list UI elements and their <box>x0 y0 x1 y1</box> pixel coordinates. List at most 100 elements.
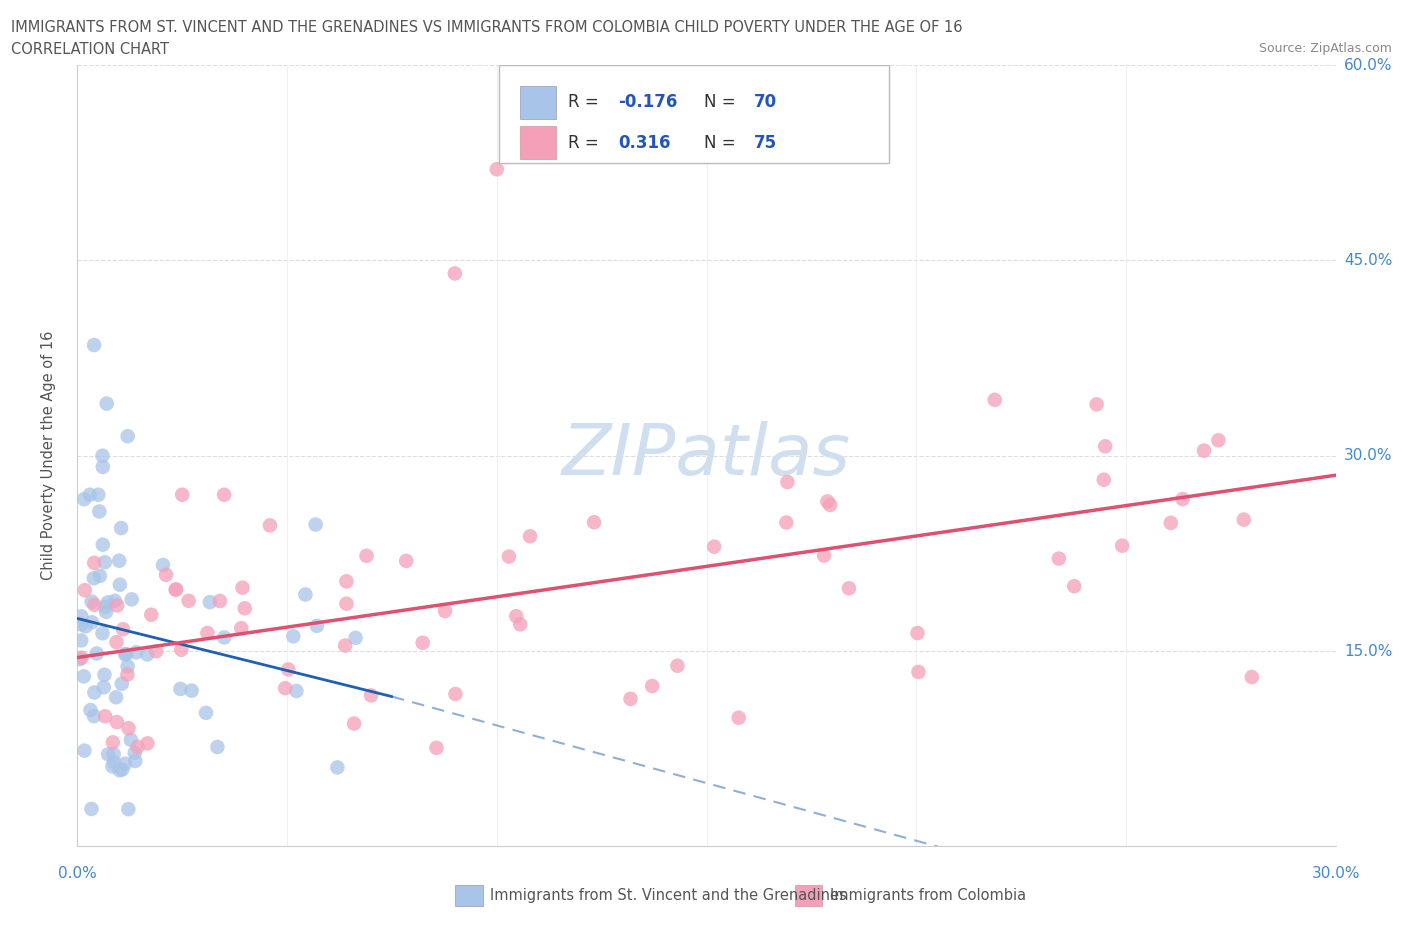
Point <box>70 650 93 665</box>
Point <box>103 755 125 770</box>
Point <box>360 688 382 703</box>
Point <box>356 549 378 564</box>
Point <box>121 591 143 606</box>
Text: N =: N = <box>704 93 741 112</box>
Point <box>444 686 467 701</box>
Point <box>285 684 308 698</box>
Point <box>96 396 118 411</box>
Point <box>815 494 838 509</box>
Point <box>294 587 316 602</box>
Point <box>343 716 366 731</box>
Point <box>83 571 105 586</box>
Point <box>326 760 349 775</box>
Point <box>120 733 142 748</box>
Point <box>838 581 860 596</box>
Point <box>775 515 797 530</box>
Point <box>83 555 105 570</box>
Point <box>86 646 108 661</box>
Point <box>1192 443 1215 458</box>
Text: 60.0%: 60.0% <box>1344 58 1392 73</box>
Point <box>111 676 134 691</box>
Point <box>583 515 606 530</box>
Point <box>87 487 110 502</box>
Point <box>93 680 115 695</box>
Point <box>80 615 103 630</box>
FancyBboxPatch shape <box>499 65 889 163</box>
Point <box>115 646 138 661</box>
Text: ZIPatlas: ZIPatlas <box>562 421 851 490</box>
Point <box>195 705 218 720</box>
FancyBboxPatch shape <box>520 86 555 119</box>
Point <box>125 644 148 659</box>
Point <box>165 582 187 597</box>
Text: 70: 70 <box>755 93 778 112</box>
Point <box>97 747 120 762</box>
Point <box>335 596 357 611</box>
Point <box>136 736 159 751</box>
Point <box>231 620 253 635</box>
Point <box>73 669 96 684</box>
Point <box>907 626 929 641</box>
Point <box>505 609 527 624</box>
Point <box>818 498 841 512</box>
Point <box>83 685 105 700</box>
Y-axis label: Child Poverty Under the Age of 16: Child Poverty Under the Age of 16 <box>42 331 56 580</box>
Point <box>70 633 93 648</box>
Point <box>170 643 193 658</box>
Text: IMMIGRANTS FROM ST. VINCENT AND THE GRENADINES VS IMMIGRANTS FROM COLOMBIA CHILD: IMMIGRANTS FROM ST. VINCENT AND THE GREN… <box>11 20 963 35</box>
Text: Immigrants from St. Vincent and the Grenadines: Immigrants from St. Vincent and the Gren… <box>491 888 846 903</box>
Text: 15.0%: 15.0% <box>1344 644 1392 658</box>
Point <box>83 597 105 612</box>
Point <box>73 583 96 598</box>
Point <box>434 604 457 618</box>
Point <box>70 609 93 624</box>
Point <box>79 487 101 502</box>
Point <box>105 598 128 613</box>
Text: 0.0%: 0.0% <box>58 866 97 881</box>
Point <box>93 668 115 683</box>
Point <box>1092 472 1115 487</box>
Text: R =: R = <box>568 134 605 152</box>
Point <box>75 618 97 633</box>
Point <box>212 487 235 502</box>
Point <box>233 601 256 616</box>
Point <box>907 665 929 680</box>
Point <box>108 553 131 568</box>
Point <box>335 574 357 589</box>
Point <box>91 459 114 474</box>
Point <box>304 517 326 532</box>
Point <box>703 539 725 554</box>
Point <box>172 487 194 502</box>
Point <box>141 607 163 622</box>
Point <box>155 567 177 582</box>
Text: CORRELATION CHART: CORRELATION CHART <box>11 42 169 57</box>
Point <box>111 622 134 637</box>
Point <box>498 549 520 564</box>
Point <box>412 635 434 650</box>
Point <box>1208 432 1230 447</box>
Point <box>344 631 367 645</box>
Point <box>1085 397 1108 412</box>
FancyBboxPatch shape <box>794 884 823 907</box>
Point <box>231 580 253 595</box>
Point <box>101 735 124 750</box>
Point <box>111 762 134 777</box>
Point <box>124 753 146 768</box>
Point <box>1094 439 1116 454</box>
Point <box>177 593 200 608</box>
Point <box>117 802 139 817</box>
Point <box>80 594 103 609</box>
Point <box>395 553 418 568</box>
Point <box>94 604 117 619</box>
Point <box>666 658 689 673</box>
Point <box>165 582 187 597</box>
Point <box>1047 551 1070 566</box>
Point <box>1063 578 1085 593</box>
Point <box>91 448 114 463</box>
Point <box>169 682 191 697</box>
Text: 75: 75 <box>755 134 778 152</box>
Point <box>197 626 219 641</box>
Point <box>108 578 131 592</box>
Point <box>117 721 139 736</box>
Point <box>136 647 159 662</box>
